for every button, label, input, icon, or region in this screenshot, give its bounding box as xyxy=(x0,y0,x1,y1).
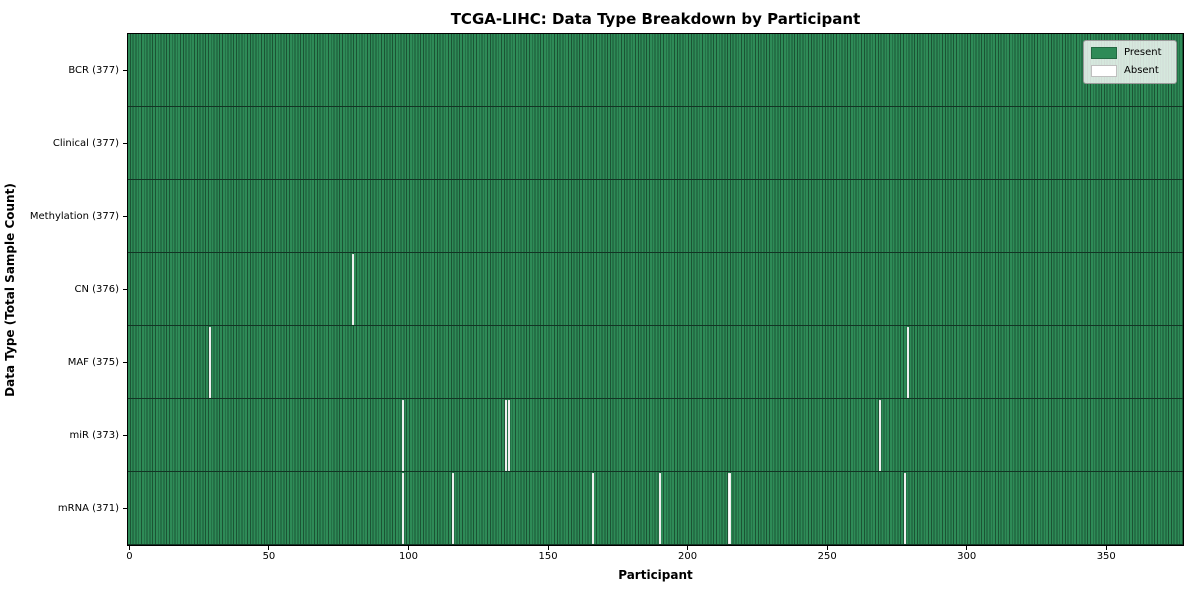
y-tick-label-miR: miR (373) xyxy=(69,429,119,441)
y-tick xyxy=(123,143,127,144)
y-tick xyxy=(123,70,127,71)
legend: Present Absent xyxy=(1083,40,1177,84)
y-tick xyxy=(123,362,127,363)
x-tick-label-200: 200 xyxy=(678,551,698,562)
absent-marker-miR-269 xyxy=(879,399,882,472)
x-tick xyxy=(128,546,130,550)
x-tick xyxy=(547,546,549,550)
legend-item-absent: Absent xyxy=(1091,65,1168,77)
absent-marker-mRNA-215 xyxy=(728,472,731,545)
y-tick-label-MAF: MAF (375) xyxy=(67,356,119,368)
x-tick xyxy=(268,546,270,550)
legend-item-present: Present xyxy=(1091,47,1168,59)
y-tick-label-Clinical: Clinical (377) xyxy=(52,137,119,149)
absent-marker-CN-80 xyxy=(351,253,354,326)
absent-marker-mRNA-190 xyxy=(658,472,661,545)
legend-label-present: Present xyxy=(1124,47,1162,58)
y-tick xyxy=(123,508,127,509)
absent-marker-miR-135 xyxy=(505,399,508,472)
absent-marker-MAF-279 xyxy=(906,326,910,399)
absent-marker-mRNA-98 xyxy=(401,472,404,545)
x-tick xyxy=(687,546,689,550)
y-tick xyxy=(123,216,127,217)
absent-marker-mRNA-278 xyxy=(904,472,907,545)
x-tick xyxy=(407,546,409,550)
y-tick xyxy=(123,435,127,436)
plot-area xyxy=(127,33,1184,546)
legend-label-absent: Absent xyxy=(1124,65,1159,76)
chart-title: TCGA-LIHC: Data Type Breakdown by Partic… xyxy=(450,10,861,28)
x-tick xyxy=(1105,546,1107,550)
y-tick-label-mRNA: mRNA (371) xyxy=(57,502,119,514)
absent-marker-mRNA-166 xyxy=(591,472,594,545)
absent-swatch xyxy=(1091,65,1117,77)
x-tick-label-300: 300 xyxy=(957,551,977,562)
absent-marker-MAF-29 xyxy=(209,326,212,399)
x-tick-label-250: 250 xyxy=(817,551,837,562)
x-tick xyxy=(826,546,828,550)
y-tick-label-BCR: BCR (377) xyxy=(68,64,119,76)
x-tick xyxy=(966,546,968,550)
absent-marker-mRNA-116 xyxy=(452,472,455,545)
x-tick-label-350: 350 xyxy=(1096,551,1116,562)
x-axis-label: Participant xyxy=(618,568,693,582)
x-tick-label-150: 150 xyxy=(538,551,558,562)
x-tick-label-100: 100 xyxy=(398,551,419,562)
y-tick xyxy=(123,289,127,290)
y-tick-label-CN: CN (376) xyxy=(74,283,119,295)
x-tick-label-50: 50 xyxy=(262,551,276,562)
y-tick-label-Methylation: Methylation (377) xyxy=(29,210,119,222)
x-tick-label-0: 0 xyxy=(126,551,133,562)
absent-marker-miR-136 xyxy=(507,399,511,472)
present-swatch xyxy=(1091,47,1117,59)
absent-marker-miR-98 xyxy=(401,399,404,472)
